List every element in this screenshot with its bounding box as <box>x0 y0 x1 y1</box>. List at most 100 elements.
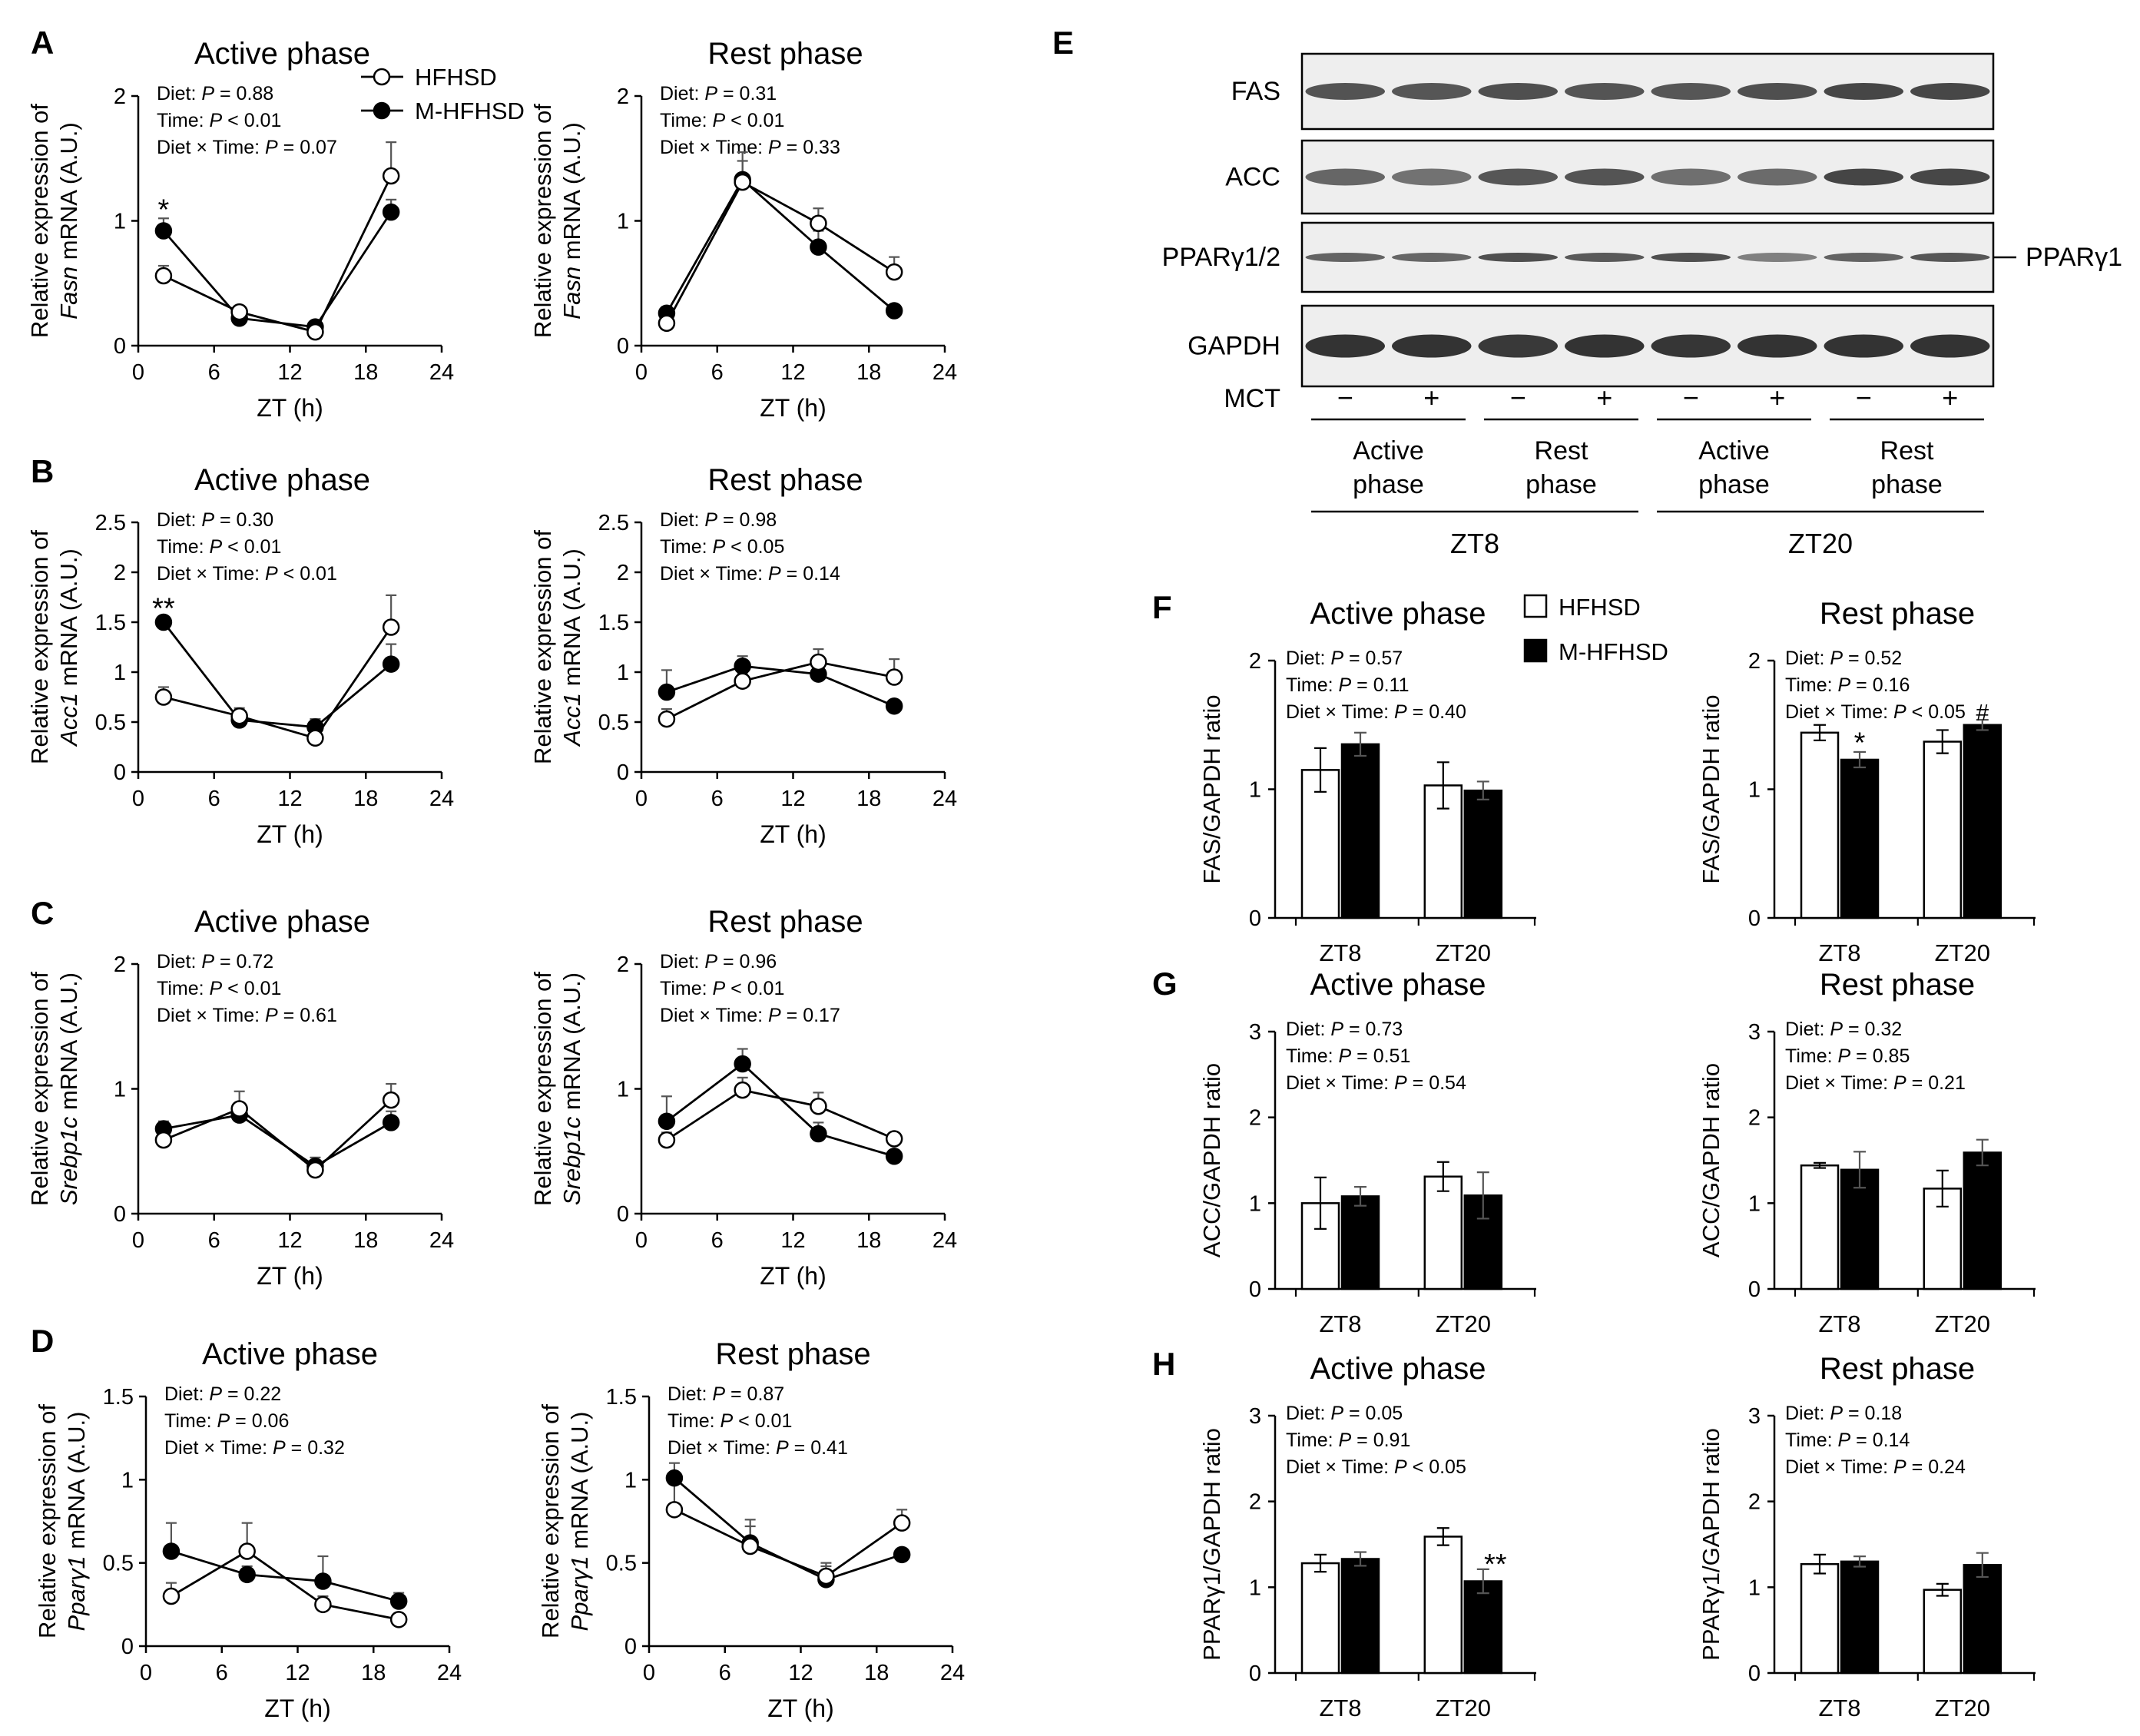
blot-band <box>1478 83 1558 100</box>
blot-row-label: GAPDH <box>1188 332 1280 361</box>
stat-value: = 0.14 <box>781 563 840 585</box>
panel-letter-A: A <box>31 25 54 61</box>
stat-label: Diet × Time: <box>1286 1456 1394 1478</box>
stat-value: = 0.73 <box>1343 1019 1403 1040</box>
mct-sign: + <box>1423 382 1439 413</box>
x-tick-label: 24 <box>940 1661 965 1685</box>
x-tick-label: 18 <box>361 1661 386 1685</box>
x-tick-label: 24 <box>933 1228 957 1253</box>
stat-line: Time: P = 0.85 <box>1785 1045 1910 1067</box>
data-point-hfhsd <box>306 1161 324 1179</box>
x-category-label: ZT8 <box>1818 939 1860 966</box>
y-tick-label: 1 <box>1249 778 1261 803</box>
y-tick-label: 2 <box>617 952 629 977</box>
x-axis-label: ZT (h) <box>264 1695 331 1722</box>
y-tick-label: 1.5 <box>598 611 629 635</box>
stat-line: Time: P < 0.01 <box>157 536 281 558</box>
legend-marker-mhfhsd <box>373 101 391 120</box>
blot-band <box>1824 168 1903 186</box>
blot-band <box>1565 253 1645 262</box>
blot-band <box>1824 334 1903 358</box>
data-point-hfhsd <box>885 1130 903 1148</box>
y-tick-label: 0 <box>121 1635 134 1659</box>
y-tick-label: 2 <box>1748 1106 1761 1131</box>
y-axis-label: FAS/GAPDH ratio <box>1698 694 1724 883</box>
x-tick-label: 18 <box>856 360 881 385</box>
x-tick-label: 0 <box>635 787 648 811</box>
data-point-hfhsd <box>885 668 903 686</box>
bar-chart-G-active: Active phase 0 1 2 3 ACC/GAPDH ratio Diet: P =… <box>1198 968 1536 1337</box>
series-line-mhfhsd <box>666 664 895 707</box>
stat-p: P <box>1394 701 1407 723</box>
y-label-line1: Relative expression of <box>529 972 556 1206</box>
stat-label: Time: <box>157 110 210 131</box>
y-tick-label: 3 <box>1748 1020 1761 1045</box>
chart-title: Rest phase <box>707 463 863 497</box>
legend-swatch-mhfhsd <box>1523 638 1548 663</box>
western-blot: FAS ACC PPARγ1/2 GAPDH PPARγ1 MCT − + − + − + − + Acti… <box>1162 52 2122 559</box>
data-point-hfhsd <box>306 323 324 341</box>
stat-line: Diet × Time: P = 0.61 <box>157 1005 337 1026</box>
y-tick-label: 0.5 <box>103 1552 134 1576</box>
stat-label: Time: <box>668 1410 721 1432</box>
stat-label: Diet × Time: <box>660 563 768 585</box>
data-point-hfhsd <box>810 1098 827 1115</box>
y-label-line2: Fasn mRNA (A.U.) <box>558 122 585 320</box>
stat-line: Time: P < 0.01 <box>157 110 281 131</box>
series-line-hfhsd <box>665 181 895 324</box>
stat-line: Diet: P = 0.22 <box>164 1383 281 1405</box>
y-label-suffix: mRNA (A.U.) <box>55 972 82 1117</box>
y-axis-label: Relative expression ofFasn mRNA (A.U.) <box>529 104 585 338</box>
stat-value: = 0.41 <box>789 1437 848 1459</box>
blot-band <box>1651 253 1731 262</box>
data-point-mhfhsd <box>154 613 173 631</box>
blot-band <box>1910 334 1990 358</box>
y-axis-label: Relative expression ofSrebp1c mRNA (A.U.… <box>26 972 82 1206</box>
y-tick-label: 1 <box>617 210 629 234</box>
bar-hfhsd <box>1800 731 1840 919</box>
data-point-hfhsd <box>238 1542 256 1560</box>
stat-label: Diet × Time: <box>660 137 768 158</box>
x-tick-label: 24 <box>437 1661 462 1685</box>
stat-value: < 0.05 <box>725 536 784 558</box>
blot-band <box>1910 253 1990 262</box>
stat-value: = 0.33 <box>781 137 840 158</box>
stat-p: P <box>721 1410 734 1432</box>
mct-sign: + <box>1942 382 1958 413</box>
stat-label: Time: <box>660 536 713 558</box>
y-tick-label: 2 <box>114 84 126 109</box>
y-label-line1: Relative expression of <box>529 530 556 764</box>
data-point-mhfhsd <box>162 1542 181 1560</box>
y-tick-label: 1 <box>1748 1575 1761 1600</box>
stat-value: = 0.91 <box>1351 1430 1410 1451</box>
y-tick-label: 0 <box>1249 1661 1261 1686</box>
y-tick-label: 1 <box>1748 778 1761 803</box>
data-point-mhfhsd <box>658 683 676 701</box>
stat-value: < 0.01 <box>222 978 281 999</box>
chart-title: Rest phase <box>1820 1352 1975 1386</box>
y-tick-label: 0 <box>114 334 126 359</box>
blot-band <box>1738 334 1817 358</box>
x-tick-label: 18 <box>353 1228 378 1253</box>
stat-value: = 0.24 <box>1906 1456 1966 1478</box>
blot-band <box>1651 168 1731 186</box>
x-category-label: ZT20 <box>1436 1310 1491 1337</box>
stat-line: Diet × Time: P = 0.21 <box>1785 1072 1966 1094</box>
stat-value: < 0.01 <box>733 1410 792 1432</box>
data-point-mhfhsd <box>238 1565 256 1584</box>
x-axis-label: ZT (h) <box>257 394 323 422</box>
stat-value: = 0.96 <box>717 951 777 972</box>
stat-p: P <box>1330 1019 1343 1040</box>
stat-label: Diet: <box>1286 648 1330 669</box>
y-label-line2: Acc1 mRNA (A.U.) <box>55 548 82 747</box>
bar-mhfhsd <box>1463 1580 1503 1675</box>
timepoint-label: ZT8 <box>1450 528 1499 559</box>
x-category-label: ZT20 <box>1436 939 1491 966</box>
y-label-line2: Pparγ1 mRNA (A.U.) <box>566 1412 593 1632</box>
y-tick-label: 2 <box>617 84 629 109</box>
data-point-hfhsd <box>658 1131 676 1149</box>
panel-letter-G: G <box>1152 966 1178 1002</box>
x-tick-label: 0 <box>132 787 144 811</box>
data-point-hfhsd <box>382 618 400 636</box>
data-point-mhfhsd <box>382 1114 400 1131</box>
